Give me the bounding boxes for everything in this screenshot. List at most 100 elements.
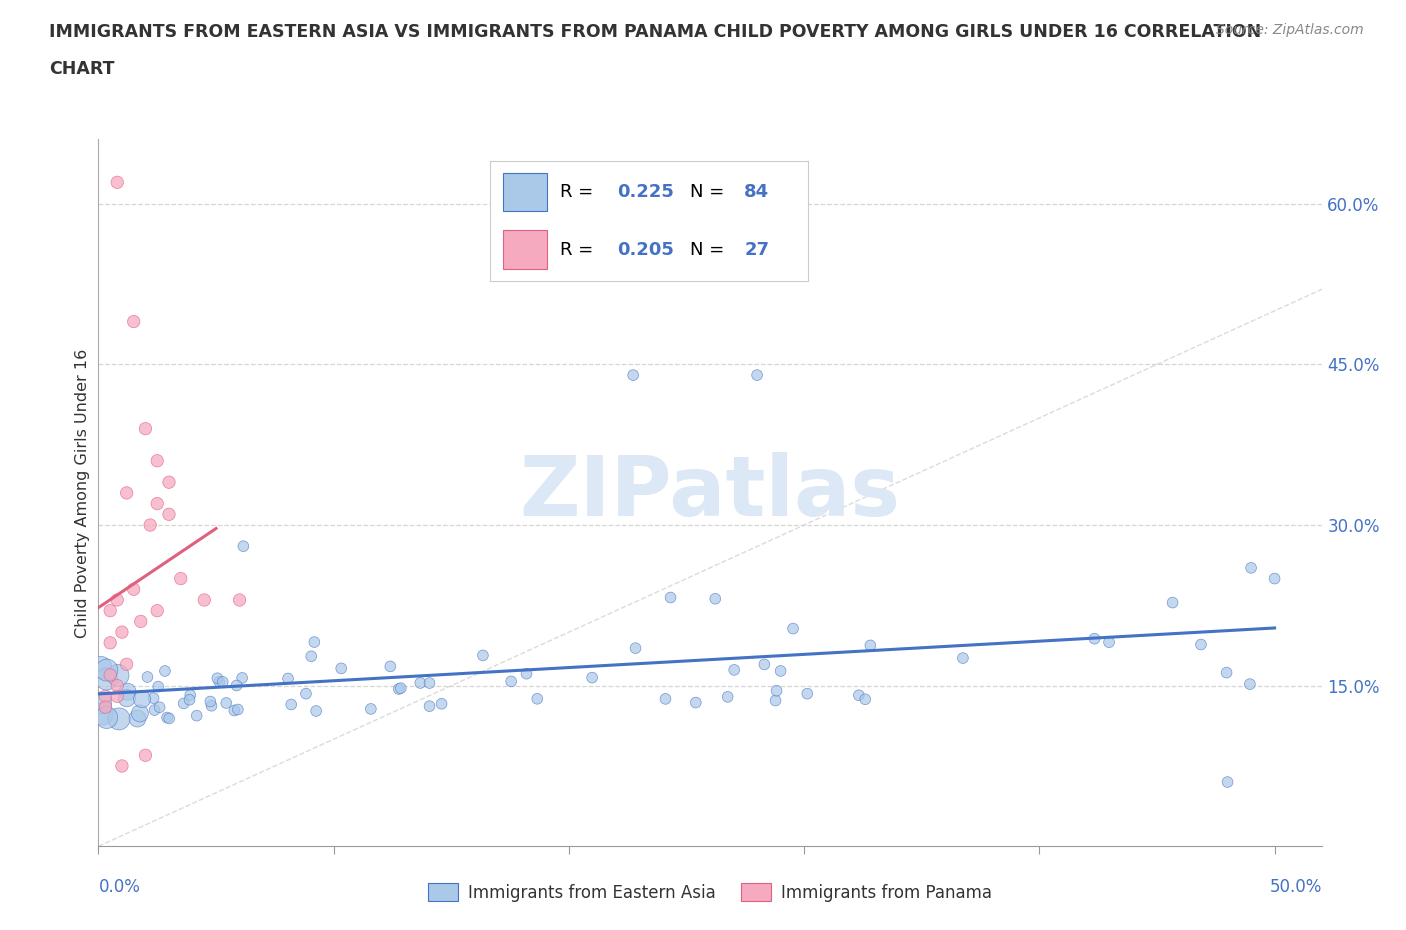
Point bbox=[146, 453, 169, 468]
Point bbox=[1239, 677, 1261, 692]
Point bbox=[765, 693, 787, 708]
Point bbox=[1264, 571, 1286, 586]
Point bbox=[226, 702, 249, 717]
Point bbox=[90, 660, 112, 675]
Point bbox=[1189, 637, 1212, 652]
Point bbox=[179, 692, 201, 707]
Point bbox=[91, 707, 114, 722]
Point bbox=[621, 367, 644, 382]
Point bbox=[143, 703, 166, 718]
Legend: Immigrants from Eastern Asia, Immigrants from Panama: Immigrants from Eastern Asia, Immigrants… bbox=[422, 877, 998, 909]
Point bbox=[128, 706, 150, 721]
Point bbox=[1216, 775, 1239, 790]
Point bbox=[1215, 665, 1237, 680]
Point bbox=[277, 671, 299, 686]
Point bbox=[1083, 631, 1105, 646]
Point bbox=[98, 604, 121, 618]
Point bbox=[1098, 635, 1121, 650]
Point bbox=[129, 614, 152, 629]
Point bbox=[134, 748, 156, 763]
Point bbox=[685, 695, 707, 710]
Point bbox=[418, 675, 440, 690]
Point bbox=[471, 648, 494, 663]
Point bbox=[96, 671, 118, 686]
Point bbox=[146, 604, 169, 618]
Point bbox=[111, 625, 134, 640]
Point bbox=[1161, 595, 1184, 610]
Text: CHART: CHART bbox=[49, 60, 115, 78]
Point bbox=[769, 663, 792, 678]
Text: ZIPatlas: ZIPatlas bbox=[520, 452, 900, 534]
Point bbox=[200, 694, 222, 709]
Point bbox=[207, 671, 229, 685]
Point bbox=[228, 592, 250, 607]
Point bbox=[146, 497, 169, 512]
Point bbox=[1240, 561, 1263, 576]
Point bbox=[211, 674, 233, 689]
Point bbox=[388, 682, 411, 697]
Text: IMMIGRANTS FROM EASTERN ASIA VS IMMIGRANTS FROM PANAMA CHILD POVERTY AMONG GIRLS: IMMIGRANTS FROM EASTERN ASIA VS IMMIGRAN… bbox=[49, 23, 1261, 41]
Point bbox=[157, 507, 180, 522]
Point bbox=[115, 485, 138, 500]
Point bbox=[107, 668, 129, 683]
Point bbox=[108, 711, 131, 726]
Point bbox=[208, 674, 231, 689]
Point bbox=[765, 684, 787, 698]
Point bbox=[952, 651, 974, 666]
Point bbox=[215, 696, 238, 711]
Point bbox=[501, 674, 523, 689]
Point bbox=[581, 671, 603, 685]
Point bbox=[157, 711, 180, 726]
Point bbox=[299, 649, 322, 664]
Point bbox=[186, 709, 208, 724]
Point bbox=[149, 699, 172, 714]
Point bbox=[127, 711, 149, 726]
Point bbox=[389, 681, 412, 696]
Point bbox=[723, 662, 745, 677]
Point bbox=[200, 698, 222, 713]
Point bbox=[305, 703, 328, 718]
Point bbox=[105, 689, 128, 704]
Point bbox=[148, 679, 170, 694]
Point bbox=[224, 703, 246, 718]
Point bbox=[360, 701, 382, 716]
Point bbox=[659, 590, 682, 604]
Point bbox=[105, 678, 128, 693]
Point bbox=[853, 692, 876, 707]
Point bbox=[115, 657, 138, 671]
Point bbox=[526, 691, 548, 706]
Point bbox=[231, 671, 253, 685]
Point bbox=[122, 582, 145, 597]
Point bbox=[98, 668, 121, 683]
Text: 50.0%: 50.0% bbox=[1270, 878, 1322, 897]
Point bbox=[717, 689, 740, 704]
Point bbox=[98, 635, 121, 650]
Point bbox=[745, 367, 768, 382]
Text: 0.0%: 0.0% bbox=[98, 878, 141, 897]
Point bbox=[90, 696, 112, 711]
Point bbox=[193, 592, 215, 607]
Point bbox=[142, 691, 165, 706]
Point bbox=[96, 663, 118, 678]
Point bbox=[131, 692, 153, 707]
Text: Source: ZipAtlas.com: Source: ZipAtlas.com bbox=[1216, 23, 1364, 37]
Point bbox=[848, 688, 870, 703]
Point bbox=[796, 686, 818, 701]
Point bbox=[156, 711, 179, 725]
Point bbox=[96, 711, 118, 725]
Point bbox=[115, 691, 138, 706]
Point bbox=[136, 670, 159, 684]
Point bbox=[859, 638, 882, 653]
Point bbox=[704, 591, 727, 606]
Point bbox=[295, 686, 318, 701]
Point bbox=[94, 689, 117, 704]
Point bbox=[105, 592, 128, 607]
Point bbox=[232, 538, 254, 553]
Point bbox=[179, 687, 201, 702]
Point bbox=[418, 698, 440, 713]
Point bbox=[654, 691, 676, 706]
Point bbox=[173, 696, 195, 711]
Point bbox=[94, 699, 117, 714]
Point bbox=[409, 675, 432, 690]
Point bbox=[330, 661, 353, 676]
